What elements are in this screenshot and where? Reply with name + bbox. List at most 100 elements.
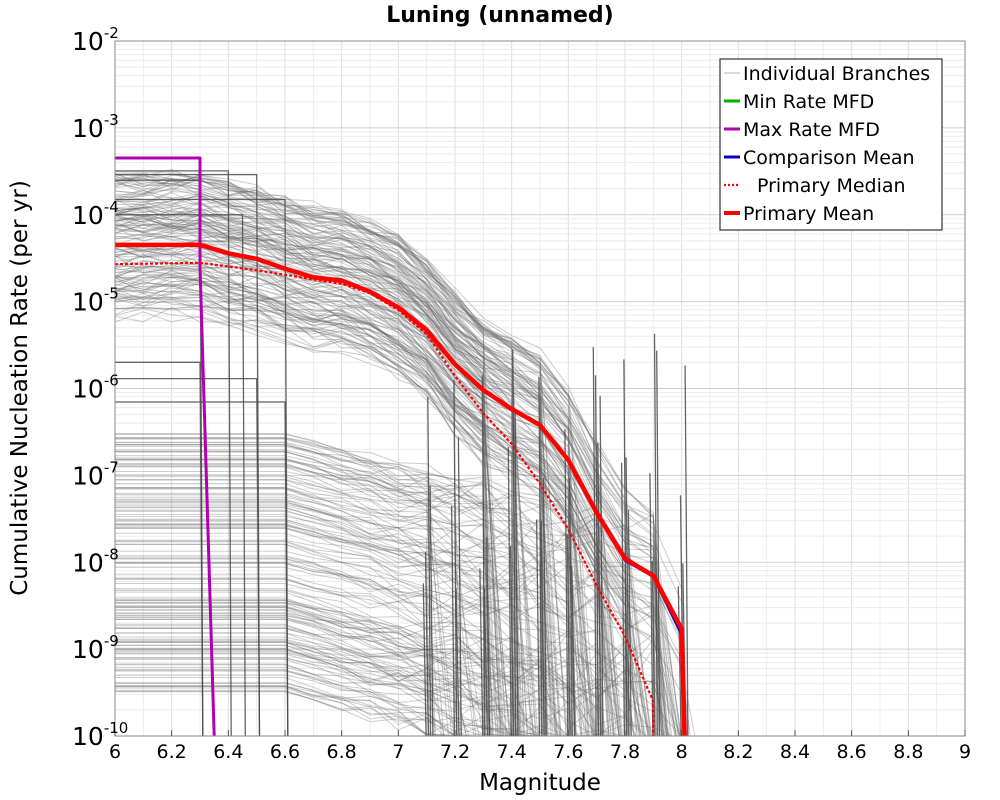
branch-line xyxy=(114,216,526,737)
branch-line xyxy=(115,494,668,737)
y-tick-label: 10-5 xyxy=(72,285,119,317)
branch-line xyxy=(114,192,577,737)
branch-line xyxy=(115,627,565,737)
branch-line xyxy=(115,457,529,737)
y-tick-label: 10-4 xyxy=(72,198,119,230)
x-tick-label: 6.8 xyxy=(327,741,357,763)
branch-line xyxy=(115,445,462,737)
branch-line xyxy=(594,375,600,737)
branch-line xyxy=(114,195,654,737)
branch-line xyxy=(115,653,493,737)
branch-line xyxy=(115,520,548,737)
branch-line xyxy=(115,623,646,737)
branch-line xyxy=(115,501,683,737)
branch-line xyxy=(114,277,638,737)
branch-line xyxy=(114,307,651,737)
branch-line xyxy=(427,396,432,737)
branch-line xyxy=(115,487,535,737)
branch-line xyxy=(115,609,648,737)
branch-line xyxy=(115,685,472,737)
branch-line xyxy=(115,666,526,737)
branch-line xyxy=(677,586,682,737)
branch-line xyxy=(114,213,668,737)
branch-line xyxy=(114,254,504,737)
branch-line xyxy=(115,649,467,737)
branch-line xyxy=(115,632,536,737)
branch-line xyxy=(115,674,581,737)
branch-line xyxy=(114,267,696,737)
branch-line xyxy=(115,606,435,737)
x-tick-label: 6.6 xyxy=(270,741,300,763)
branch-line xyxy=(115,628,521,737)
branch-line xyxy=(115,618,518,737)
branch-line xyxy=(115,669,445,737)
legend-label: Min Rate MFD xyxy=(743,91,874,113)
branch-line xyxy=(114,226,544,737)
branch-line xyxy=(114,290,485,737)
branch-line xyxy=(115,652,458,737)
y-tick-label: 10-8 xyxy=(72,545,119,577)
branch-line xyxy=(114,219,569,737)
branch-line xyxy=(115,519,549,737)
branch-line xyxy=(115,488,544,737)
branch-line xyxy=(114,171,641,737)
branch-line xyxy=(114,264,688,737)
branch-line xyxy=(114,180,567,737)
branch-line xyxy=(115,644,556,737)
branch-line xyxy=(114,220,516,737)
branch-line xyxy=(424,552,430,737)
branch-line xyxy=(114,201,562,737)
branch-line xyxy=(115,543,442,737)
y-tick-label: 10-3 xyxy=(72,111,119,143)
branch-line xyxy=(114,206,660,737)
branch-line xyxy=(115,563,640,737)
x-tick-label: 9 xyxy=(959,741,971,763)
branch-line xyxy=(623,359,628,737)
series-lines xyxy=(114,156,687,737)
branch-line xyxy=(114,210,686,737)
y-tick-label: 10-7 xyxy=(72,458,119,490)
branch-line xyxy=(114,200,651,737)
x-axis-label: Magnitude xyxy=(479,770,601,796)
branch-line xyxy=(115,669,667,737)
branch-line xyxy=(114,223,521,737)
branch-line xyxy=(535,519,541,737)
branch-line xyxy=(114,214,652,737)
branch-line xyxy=(114,173,552,737)
branch-line xyxy=(114,275,665,737)
branch-line xyxy=(114,266,668,737)
branch-line xyxy=(114,172,645,737)
branch-line xyxy=(114,273,577,737)
branch-line xyxy=(114,269,575,737)
branch-line xyxy=(479,568,484,737)
branch-line xyxy=(115,510,556,737)
branch-line xyxy=(114,179,681,737)
branch-line xyxy=(115,591,498,737)
branch-line xyxy=(115,648,429,737)
branch-line xyxy=(115,616,589,737)
branch-line xyxy=(114,287,562,737)
branch-line xyxy=(115,641,573,737)
branch-line xyxy=(115,650,470,737)
branch-line xyxy=(114,172,664,737)
branch-line xyxy=(114,191,520,737)
branch-line xyxy=(115,558,642,737)
branch-line xyxy=(115,401,289,737)
branch-line xyxy=(450,505,456,737)
branch-line xyxy=(114,305,585,737)
legend-label: Primary Mean xyxy=(743,203,874,225)
branch-line xyxy=(114,201,561,737)
branch-line xyxy=(115,602,583,737)
branch-line xyxy=(114,187,660,737)
branch-line xyxy=(115,627,601,737)
branch-line xyxy=(115,513,523,737)
x-tick-label: 7 xyxy=(392,741,404,763)
branch-line xyxy=(540,520,545,737)
x-tick-label: 8.6 xyxy=(837,741,867,763)
branch-line xyxy=(114,224,570,737)
branch-line xyxy=(115,524,515,737)
branch-line xyxy=(114,196,577,737)
branch-line xyxy=(114,249,528,737)
branch-line xyxy=(114,198,682,737)
branch-line xyxy=(114,235,501,737)
